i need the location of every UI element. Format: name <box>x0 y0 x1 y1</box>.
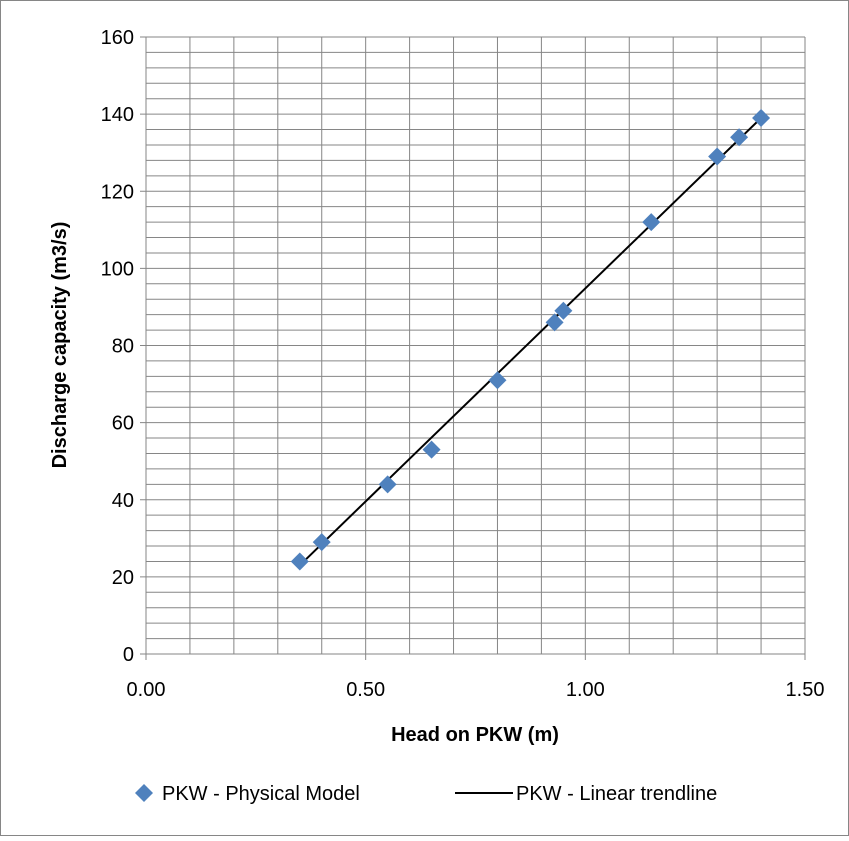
x-tick-label: 0.00 <box>127 679 166 701</box>
data-point <box>730 128 749 147</box>
y-tick-label: 160 <box>101 27 134 49</box>
data-point <box>290 552 309 571</box>
y-tick-label: 100 <box>101 258 134 280</box>
data-point <box>545 313 564 332</box>
y-tick-label: 40 <box>112 490 134 512</box>
data-point <box>752 108 771 127</box>
y-axis-title: Discharge capacity (m3/s) <box>49 222 71 469</box>
x-tick-label: 1.50 <box>786 679 825 701</box>
data-point <box>312 533 331 552</box>
y-tick-label: 120 <box>101 181 134 203</box>
legend-scatter-label: PKW - Physical Model <box>162 783 360 805</box>
grid <box>146 36 806 654</box>
data-point <box>378 475 397 494</box>
x-tick-label: 0.50 <box>346 679 385 701</box>
y-tick-label: 0 <box>123 644 134 666</box>
x-tick-label: 1.00 <box>566 679 605 701</box>
data-point <box>708 147 727 166</box>
y-tick-label: 80 <box>112 336 134 358</box>
y-tick-label: 20 <box>112 567 134 589</box>
data-point <box>554 301 573 320</box>
data-point <box>488 371 507 390</box>
y-tick-label: 140 <box>101 104 134 126</box>
data-point <box>422 440 441 459</box>
axes <box>140 36 806 660</box>
points-layer <box>290 108 771 571</box>
y-tick-labels: 0 20 40 60 80 100 120 140 160 <box>101 27 134 666</box>
x-axis-title: Head on PKW (m) <box>391 724 559 746</box>
legend-trendline-label: PKW - Linear trendline <box>516 783 717 805</box>
legend: PKW - Physical Model PKW - Linear trendl… <box>135 783 717 805</box>
legend-scatter-marker <box>135 784 153 802</box>
y-tick-label: 60 <box>112 413 134 435</box>
trendline-layer <box>299 117 762 567</box>
trendline <box>299 117 762 567</box>
data-point <box>642 213 661 232</box>
x-tick-labels: 0.00 0.50 1.00 1.50 <box>127 679 825 701</box>
